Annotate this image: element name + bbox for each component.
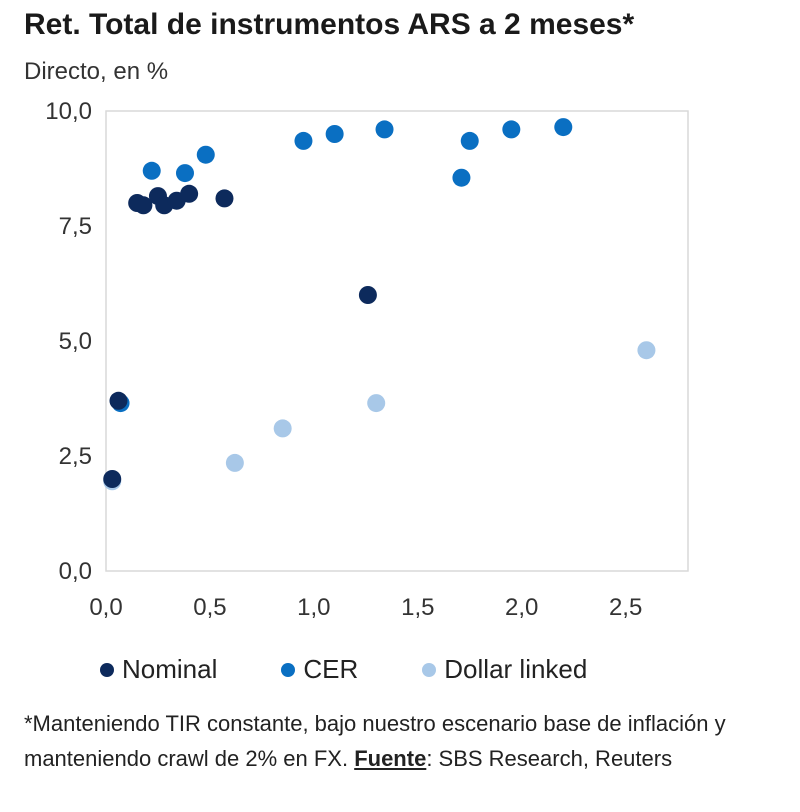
x-tick-label: 0,0: [89, 594, 122, 621]
chart-title: Ret. Total de instrumentos ARS a 2 meses…: [24, 8, 635, 41]
x-tick-label: 0,5: [193, 594, 226, 621]
point-cer: [142, 161, 161, 180]
legend-marker-dollar-linked: [422, 662, 437, 677]
scatter-chart: 0,0 2,5 5,0 7,5 10,0 0,0 0,5 1,0 1,5 2,0 2,5: [45, 98, 689, 621]
point-nominal: [109, 391, 128, 410]
point-cer: [325, 125, 344, 143]
point-cer: [196, 145, 215, 164]
point-cer: [502, 120, 521, 139]
point-nominal: [180, 184, 199, 203]
plot-area: [105, 110, 689, 572]
x-tick-label: 2,0: [505, 594, 538, 621]
footnote: *Manteniendo TIR constante, bajo nuestro…: [24, 706, 794, 776]
legend-label-cer: CER: [303, 654, 359, 684]
point-cer: [175, 164, 194, 183]
y-tick-label: 2,5: [59, 443, 92, 470]
legend-label-nominal: Nominal: [122, 654, 218, 684]
point-nominal: [215, 189, 234, 208]
y-tick-label: 7,5: [59, 213, 92, 240]
point-nominal: [358, 286, 377, 304]
y-axis: 0,0 2,5 5,0 7,5 10,0: [45, 98, 92, 585]
point-cer: [294, 131, 313, 150]
y-tick-label: 10,0: [45, 98, 92, 125]
point-cer: [460, 131, 479, 150]
data-points: [103, 118, 656, 491]
point-nominal: [103, 470, 122, 488]
footnote-source: : SBS Research, Reuters: [426, 746, 673, 771]
y-tick-label: 5,0: [59, 328, 92, 355]
legend-marker-nominal: [100, 662, 114, 677]
point-dollar-linked: [273, 419, 292, 438]
point-dollar-linked: [637, 341, 656, 360]
footnote-source-label: Fuente: [354, 746, 427, 771]
legend: Nominal CER Dollar linked: [100, 654, 651, 685]
point-nominal: [134, 196, 153, 215]
x-tick-label: 1,5: [401, 594, 434, 621]
chart-subtitle: Directo, en %: [24, 58, 169, 85]
legend-label-dollar-linked: Dollar linked: [444, 654, 588, 684]
point-dollar-linked: [225, 453, 244, 472]
point-dollar-linked: [367, 394, 386, 413]
legend-item-cer: CER: [281, 654, 358, 685]
legend-item-nominal: Nominal: [100, 654, 217, 685]
point-cer: [554, 118, 573, 137]
legend-marker-cer: [281, 662, 296, 677]
x-axis: 0,0 0,5 1,0 1,5 2,0 2,5: [89, 594, 642, 621]
point-cer: [452, 168, 471, 187]
footnote-text: *Manteniendo TIR constante, bajo nuestro…: [24, 711, 726, 771]
point-cer: [375, 120, 394, 139]
y-tick-label: 0,0: [59, 558, 92, 585]
x-tick-label: 2,5: [609, 594, 642, 621]
legend-item-dollar-linked: Dollar linked: [422, 654, 587, 685]
x-tick-label: 1,0: [297, 594, 330, 621]
